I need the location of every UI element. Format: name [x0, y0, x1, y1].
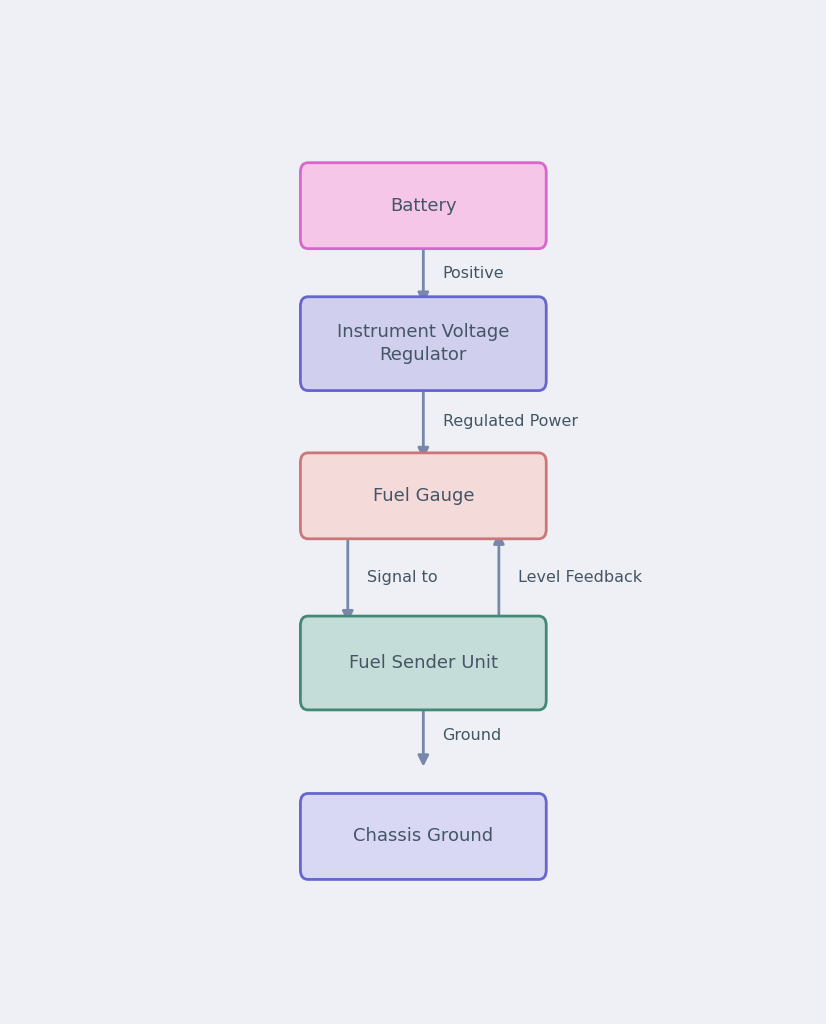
FancyBboxPatch shape [301, 616, 546, 710]
Text: Signal to: Signal to [367, 570, 438, 585]
Text: Fuel Sender Unit: Fuel Sender Unit [349, 654, 498, 672]
Text: Ground: Ground [443, 728, 501, 742]
Text: Battery: Battery [390, 197, 457, 215]
Text: Chassis Ground: Chassis Ground [354, 827, 493, 846]
Text: Instrument Voltage
Regulator: Instrument Voltage Regulator [337, 323, 510, 365]
Text: Level Feedback: Level Feedback [518, 570, 642, 585]
FancyBboxPatch shape [301, 163, 546, 249]
FancyBboxPatch shape [301, 297, 546, 390]
Text: Positive: Positive [443, 265, 504, 281]
FancyBboxPatch shape [301, 794, 546, 880]
Text: Regulated Power: Regulated Power [443, 415, 577, 429]
FancyBboxPatch shape [301, 453, 546, 539]
Text: Fuel Gauge: Fuel Gauge [373, 486, 474, 505]
